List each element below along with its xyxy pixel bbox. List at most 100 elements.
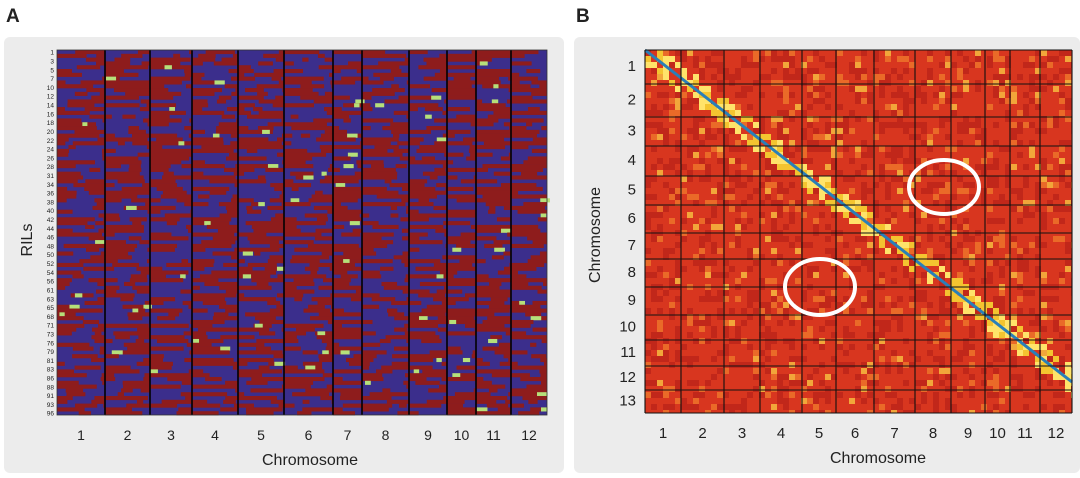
genotype-cell	[150, 111, 186, 115]
genotype-cell	[375, 103, 384, 107]
genotype-cell	[126, 404, 150, 408]
linkage-cell	[687, 176, 693, 182]
linkage-cell	[951, 296, 957, 302]
genotype-cell	[150, 301, 163, 305]
row-label: 56	[47, 279, 55, 286]
linkage-cell	[1041, 182, 1047, 188]
linkage-cell	[951, 374, 957, 380]
linkage-cell	[945, 386, 951, 392]
genotype-cell	[105, 396, 148, 400]
genotype-cell	[247, 149, 257, 153]
genotype-cell	[57, 385, 97, 389]
genotype-cell	[105, 96, 139, 100]
genotype-cell	[333, 65, 362, 69]
genotype-cell	[431, 96, 441, 100]
linkage-cell	[771, 296, 777, 302]
genotype-cell	[112, 350, 123, 354]
row-label: 42	[47, 217, 55, 224]
genotype-cell	[456, 244, 476, 248]
linkage-cell	[711, 326, 717, 332]
linkage-cell	[1023, 260, 1029, 266]
genotype-cell	[530, 343, 536, 347]
genotype-cell	[95, 221, 105, 225]
genotype-cell	[318, 54, 325, 58]
linkage-cell	[939, 302, 945, 308]
genotype-cell	[402, 187, 409, 191]
linkage-cell	[807, 398, 813, 404]
linkage-cell	[945, 242, 951, 248]
genotype-cell	[333, 96, 350, 100]
genotype-cell	[476, 73, 511, 77]
linkage-cell	[807, 266, 813, 272]
linkage-cell	[825, 104, 831, 110]
genotype-cell	[322, 172, 327, 176]
linkage-cell	[1059, 218, 1065, 224]
linkage-cell	[1065, 248, 1071, 254]
linkage-cell	[861, 164, 867, 170]
linkage-cell	[993, 260, 999, 266]
linkage-cell	[693, 62, 699, 68]
linkage-cell	[1041, 158, 1047, 164]
linkage-cell	[771, 56, 777, 62]
linkage-cell	[753, 368, 759, 374]
linkage-cell	[771, 290, 777, 296]
linkage-cell	[879, 344, 885, 350]
linkage-cell	[993, 92, 999, 98]
genotype-cell	[250, 240, 279, 244]
linkage-cell	[675, 140, 681, 146]
linkage-cell	[699, 242, 705, 248]
linkage-cell	[933, 404, 939, 410]
linkage-cell	[945, 206, 951, 212]
genotype-cell	[150, 115, 170, 119]
linkage-cell	[1047, 62, 1053, 68]
linkage-cell	[927, 236, 933, 242]
linkage-cell	[645, 248, 651, 254]
linkage-cell	[945, 332, 951, 338]
genotype-cell	[476, 99, 482, 103]
linkage-cell	[651, 272, 657, 278]
linkage-cell	[795, 206, 801, 212]
genotype-cell	[57, 278, 72, 282]
linkage-cell	[993, 56, 999, 62]
genotype-cell	[105, 134, 115, 138]
linkage-cell	[729, 188, 735, 194]
genotype-cell	[540, 373, 547, 377]
linkage-cell	[945, 404, 951, 410]
genotype-cell	[476, 358, 483, 362]
genotype-cell	[129, 164, 141, 168]
linkage-cell	[951, 110, 957, 116]
genotype-cell	[89, 191, 105, 195]
linkage-cell	[867, 308, 873, 314]
linkage-cell	[1023, 350, 1029, 356]
linkage-cell	[741, 272, 747, 278]
linkage-cell	[705, 380, 711, 386]
linkage-cell	[861, 74, 867, 80]
genotype-cell	[161, 194, 192, 198]
genotype-cell	[300, 84, 324, 88]
linkage-cell	[927, 320, 933, 326]
linkage-cell	[897, 146, 903, 152]
x-axis-label: Chromosome	[262, 452, 358, 469]
genotype-cell	[284, 202, 311, 206]
linkage-cell	[717, 158, 723, 164]
genotype-cell	[409, 240, 443, 244]
linkage-cell	[999, 92, 1005, 98]
genotype-cell	[511, 233, 547, 237]
linkage-cell	[897, 296, 903, 302]
linkage-cell	[717, 128, 723, 134]
genotype-cell	[238, 259, 245, 263]
linkage-cell	[771, 332, 777, 338]
genotype-cell	[511, 88, 547, 92]
linkage-cell	[993, 332, 999, 338]
genotype-cell	[229, 69, 238, 73]
genotype-cell	[129, 168, 142, 172]
genotype-cell	[409, 324, 438, 328]
genotype-cell	[511, 50, 538, 54]
linkage-cell	[711, 404, 717, 410]
genotype-cell	[333, 369, 362, 373]
genotype-cell	[140, 107, 150, 111]
genotype-cell	[511, 141, 547, 145]
linkage-cell	[657, 50, 663, 56]
linkage-cell	[987, 80, 993, 86]
linkage-cell	[1053, 182, 1059, 188]
